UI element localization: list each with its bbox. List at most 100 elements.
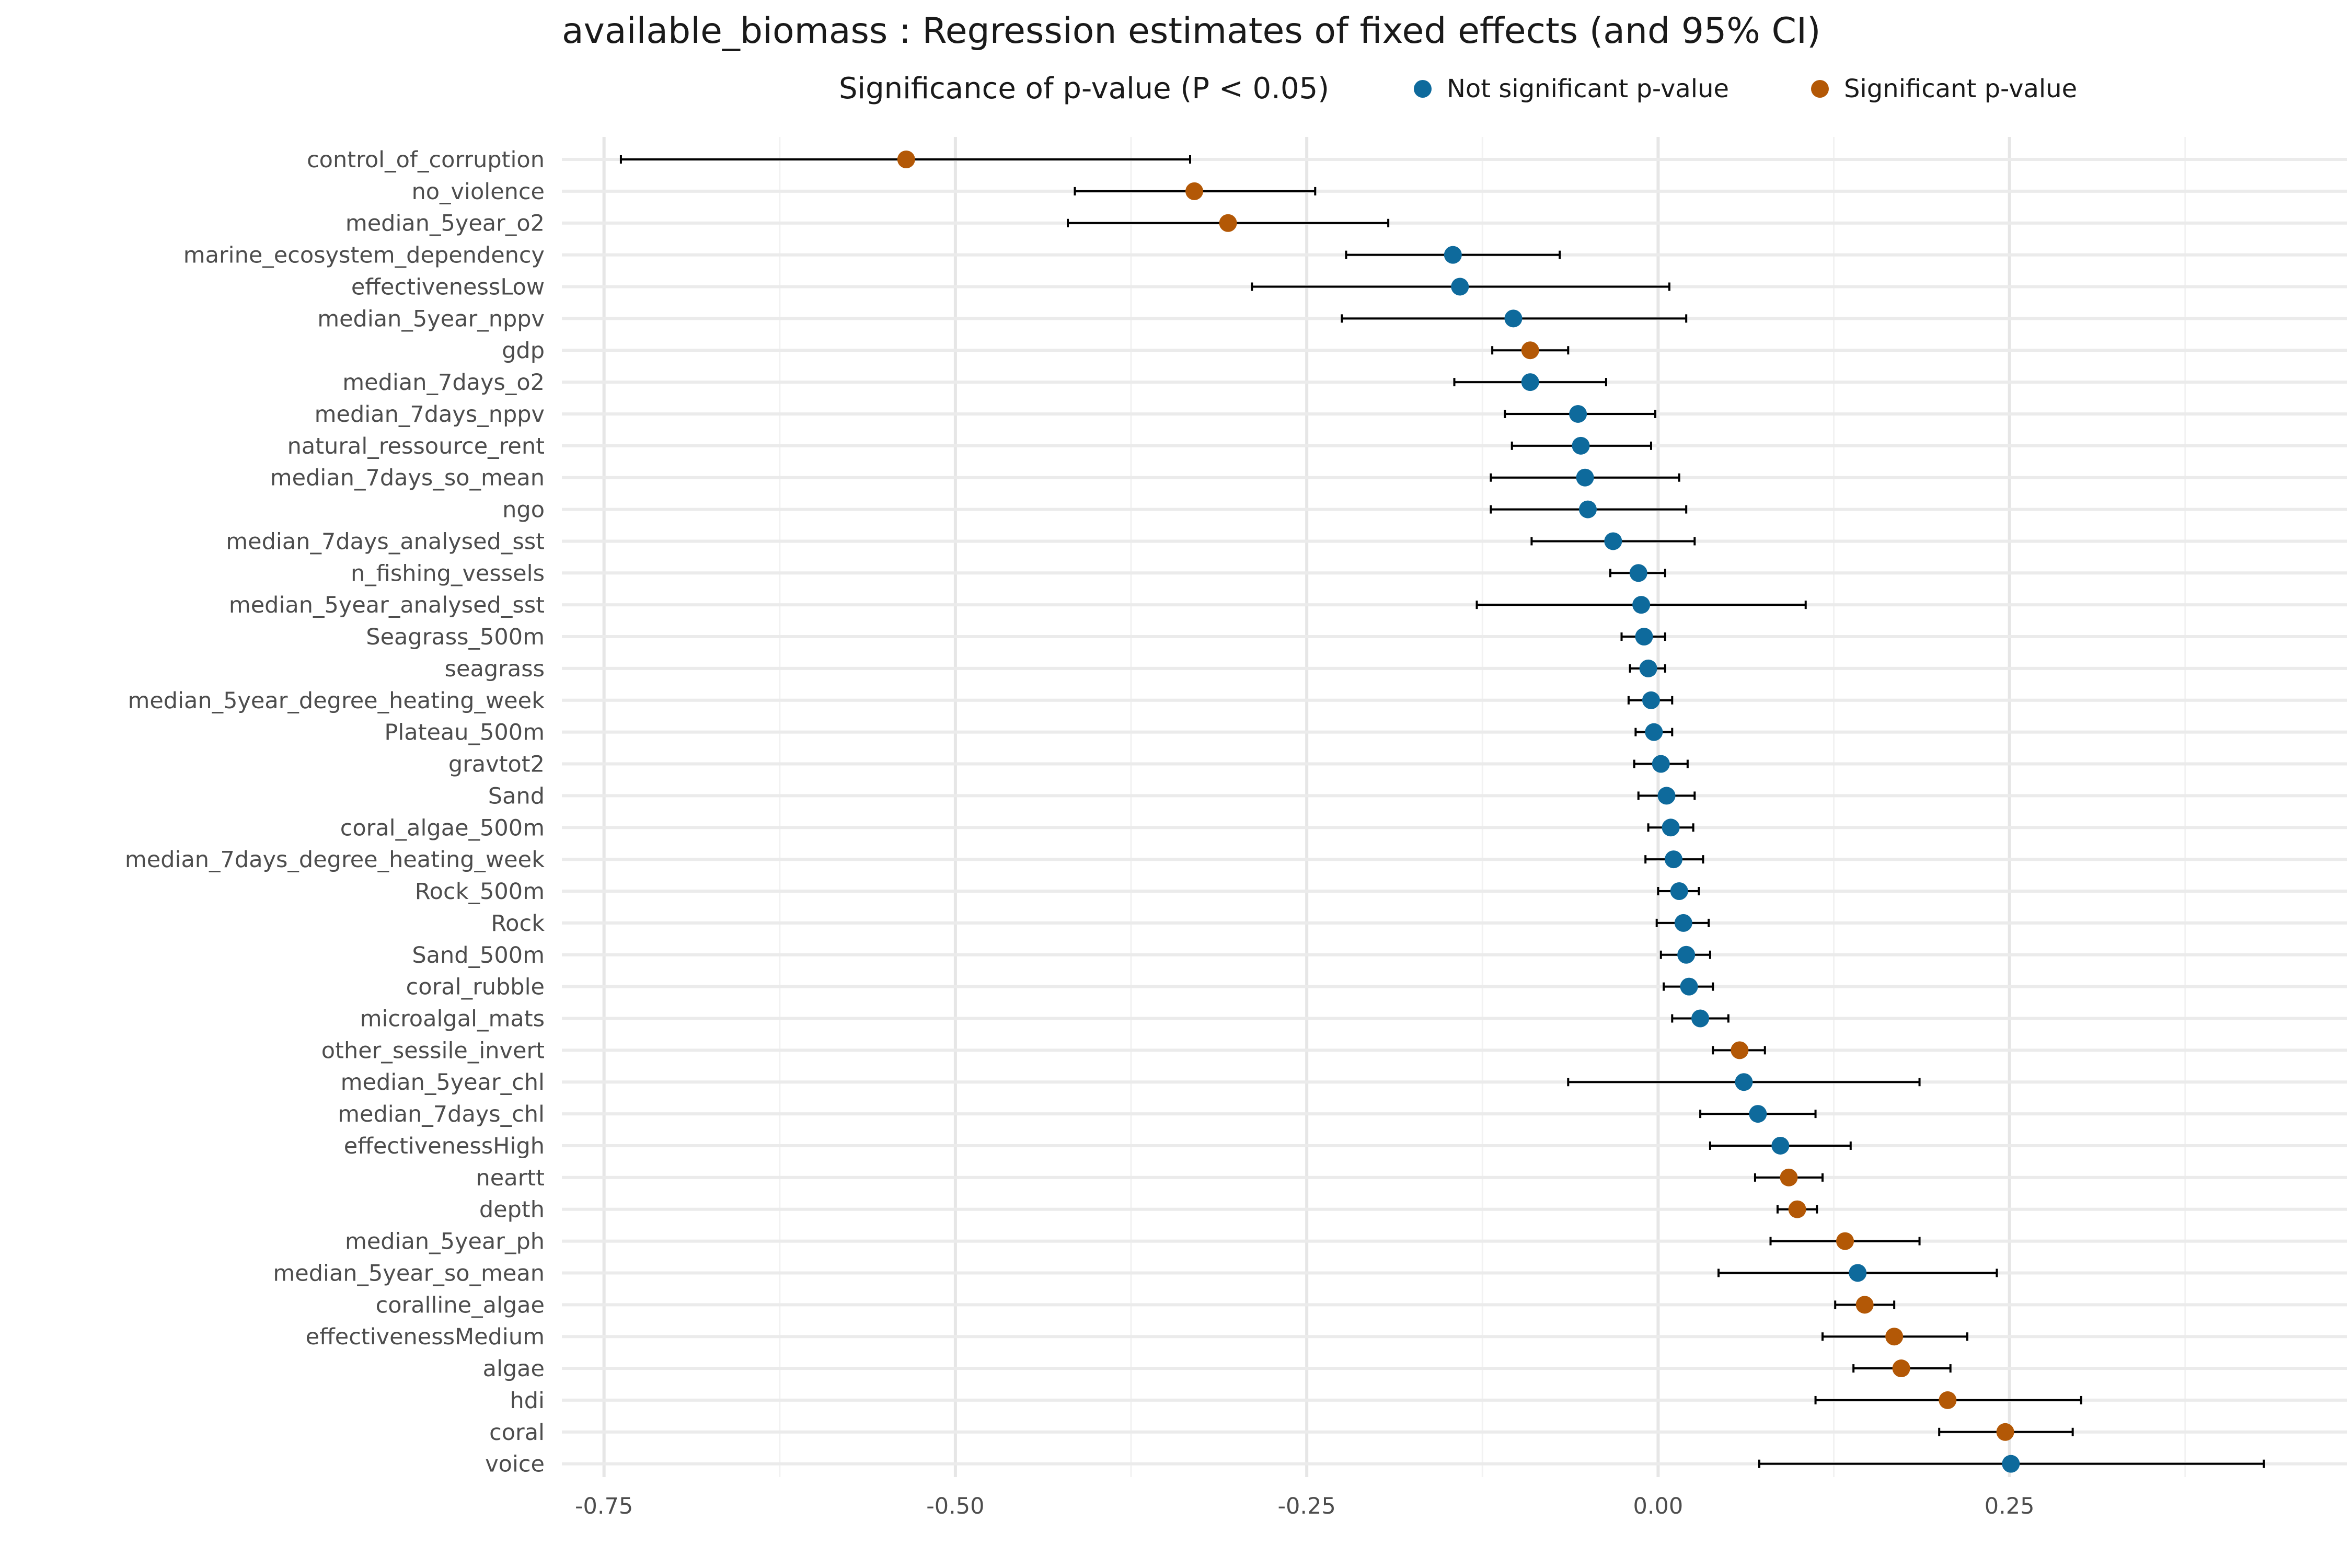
category-label: effectivenessHigh: [344, 1133, 545, 1159]
estimate-point: [1642, 691, 1660, 709]
category-label: median_7days_chl: [338, 1101, 545, 1127]
category-label: Sand_500m: [412, 942, 545, 969]
category-label: median_7days_o2: [342, 370, 545, 396]
category-label: Rock_500m: [415, 879, 545, 905]
category-label: coral_algae_500m: [340, 815, 545, 841]
estimate-point: [1572, 436, 1590, 455]
category-label: marine_ecosystem_dependency: [183, 243, 545, 269]
estimate-point: [1645, 723, 1663, 741]
category-label: algae: [483, 1356, 545, 1382]
category-label: median_5year_so_mean: [273, 1260, 545, 1286]
x-axis-ticks: -0.75 -0.50 -0.25 0.00 0.25: [575, 1493, 2034, 1519]
category-label: effectivenessLow: [351, 274, 545, 300]
estimate-point: [1771, 1136, 1790, 1155]
estimate-point: [1504, 309, 1523, 328]
estimate-point: [1569, 405, 1587, 423]
legend-label-sig: Significant p-value: [1844, 74, 2077, 103]
category-label: gravtot2: [448, 752, 545, 778]
estimate-point: [1892, 1359, 1910, 1378]
category-label: median_5year_degree_heating_week: [128, 688, 545, 714]
estimate-point: [1219, 214, 1237, 232]
category-label: median_5year_nppv: [317, 306, 545, 332]
estimate-point: [1731, 1041, 1749, 1059]
category-label: control_of_corruption: [307, 147, 545, 173]
estimate-point: [1788, 1200, 1806, 1218]
x-tick-label: -0.75: [575, 1493, 633, 1519]
category-label: Seagrass_500m: [366, 624, 545, 650]
legend-title: Significance of p-value (P < 0.05): [839, 72, 1329, 106]
estimate-point: [1749, 1105, 1767, 1123]
category-label: Plateau_500m: [384, 720, 545, 746]
estimate-point: [1639, 659, 1657, 677]
estimate-point: [1735, 1073, 1753, 1091]
category-label: coral: [489, 1420, 545, 1446]
category-label: neartt: [476, 1165, 545, 1191]
legend-marker-not_sig: [1414, 80, 1432, 98]
category-label: Rock: [491, 910, 545, 937]
legend: Significance of p-value (P < 0.05) Not s…: [839, 72, 2077, 106]
estimate-point: [1670, 882, 1688, 901]
estimate-point: [1662, 818, 1680, 837]
estimate-point: [897, 151, 915, 168]
estimate-point: [1444, 246, 1462, 264]
category-label: median_7days_nppv: [315, 401, 545, 428]
estimate-point: [1677, 946, 1696, 964]
estimate-point: [1664, 850, 1682, 869]
legend-marker-sig: [1811, 80, 1829, 98]
x-tick-label: 0.25: [1985, 1493, 2035, 1519]
category-label: Sand: [488, 783, 545, 809]
category-label: depth: [479, 1197, 545, 1223]
estimate-point: [1855, 1296, 1874, 1314]
category-label: microalgal_mats: [360, 1006, 545, 1032]
estimate-point: [1632, 596, 1651, 614]
estimate-point: [1780, 1168, 1798, 1186]
category-label: median_5year_o2: [345, 211, 545, 237]
estimate-point: [1451, 278, 1469, 296]
estimate-points: [897, 151, 2020, 1473]
category-label: median_7days_analysed_sst: [226, 528, 545, 555]
category-label: seagrass: [445, 656, 545, 682]
estimate-point: [1604, 532, 1622, 550]
estimate-point: [1836, 1232, 1854, 1250]
category-label: other_sessile_invert: [321, 1037, 545, 1064]
category-label: n_fishing_vessels: [351, 560, 545, 586]
x-tick-label: -0.25: [1278, 1493, 1336, 1519]
estimate-point: [1657, 787, 1676, 805]
category-label: effectivenessMedium: [306, 1324, 545, 1350]
estimate-point: [1652, 755, 1670, 773]
category-label: natural_ressource_rent: [287, 433, 545, 459]
estimate-point: [1185, 182, 1204, 200]
category-label: hdi: [510, 1388, 545, 1414]
estimate-point: [1629, 564, 1647, 582]
estimate-point: [2002, 1455, 2020, 1473]
category-label: gdp: [502, 338, 545, 364]
category-label: coralline_algae: [376, 1292, 545, 1318]
estimate-point: [1521, 341, 1539, 360]
grid: [562, 137, 2347, 1477]
category-label: median_5year_analysed_sst: [229, 592, 545, 618]
category-label: median_7days_degree_heating_week: [125, 847, 545, 873]
y-axis-category-labels: control_of_corruption no_violence median_5…: [125, 147, 545, 1478]
estimate-point: [1680, 977, 1698, 996]
estimate-point: [1578, 500, 1597, 518]
x-tick-label: -0.50: [926, 1493, 984, 1519]
x-tick-label: 0.00: [1633, 1493, 1684, 1519]
estimate-point: [1576, 468, 1594, 487]
estimate-point: [1885, 1328, 1904, 1346]
category-label: voice: [485, 1451, 545, 1478]
category-label: median_7days_so_mean: [270, 465, 545, 491]
estimate-point: [1996, 1423, 2014, 1441]
estimate-point: [1635, 628, 1653, 646]
error-bars: [619, 155, 2265, 1468]
category-label: coral_rubble: [406, 974, 545, 1000]
chart-title: available_biomass : Regression estimates…: [562, 10, 1821, 52]
estimate-point: [1521, 373, 1539, 391]
estimate-point: [1939, 1391, 1957, 1409]
category-label: median_5year_ph: [345, 1229, 545, 1255]
category-label: ngo: [502, 497, 545, 523]
category-label: no_violence: [411, 179, 545, 205]
category-label: median_5year_chl: [341, 1069, 545, 1096]
estimate-point: [1674, 914, 1692, 932]
estimate-point: [1849, 1264, 1867, 1282]
